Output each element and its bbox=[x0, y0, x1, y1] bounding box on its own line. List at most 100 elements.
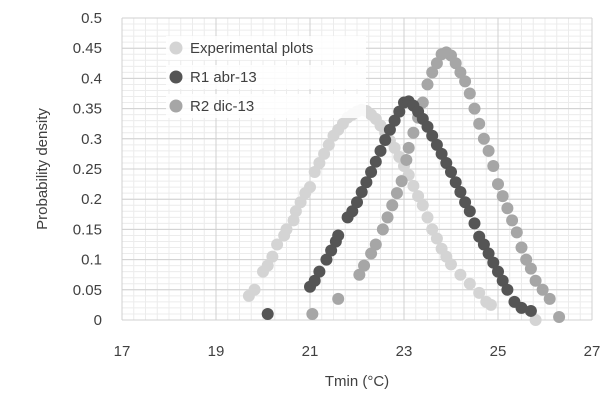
legend-marker bbox=[169, 41, 183, 55]
data-point bbox=[304, 181, 316, 194]
data-point bbox=[435, 147, 448, 160]
data-point bbox=[400, 153, 413, 166]
data-point bbox=[360, 176, 373, 189]
data-point bbox=[313, 156, 326, 169]
data-point bbox=[454, 268, 467, 281]
y-tick-label: 0.05 bbox=[73, 282, 102, 299]
data-point bbox=[416, 199, 429, 212]
legend-bg bbox=[166, 94, 366, 118]
data-point bbox=[543, 292, 556, 305]
data-point bbox=[320, 253, 333, 266]
x-tick-label: 21 bbox=[302, 343, 319, 360]
data-point bbox=[496, 274, 509, 287]
data-point bbox=[261, 259, 274, 272]
data-point bbox=[383, 123, 396, 136]
data-point bbox=[294, 196, 307, 209]
data-point bbox=[318, 147, 331, 160]
y-tick-label: 0 bbox=[94, 312, 102, 329]
data-point bbox=[322, 138, 335, 151]
y-tick-label: 0.45 bbox=[73, 40, 102, 57]
data-point bbox=[421, 78, 434, 91]
data-point bbox=[381, 211, 394, 224]
data-point bbox=[501, 283, 514, 296]
x-tick-label: 25 bbox=[490, 343, 507, 360]
data-point bbox=[454, 185, 467, 198]
data-point bbox=[369, 238, 382, 251]
data-point bbox=[332, 229, 345, 242]
data-point bbox=[515, 241, 528, 254]
data-point bbox=[477, 132, 490, 145]
data-point bbox=[388, 141, 401, 154]
data-point bbox=[501, 202, 514, 215]
series-2 bbox=[306, 46, 566, 323]
axes: 17 19 21 23 25 27 0 0.05 0.1 0.15 0.2 0.25 0.3 0.35 0.… bbox=[73, 10, 601, 360]
data-point bbox=[536, 283, 549, 296]
x-axis-title: Tmin (°C) bbox=[325, 373, 389, 390]
y-tick-label: 0.2 bbox=[81, 191, 102, 208]
data-point bbox=[454, 66, 467, 79]
y-tick-label: 0.5 bbox=[81, 10, 102, 27]
data-point bbox=[506, 214, 519, 227]
y-tick-label: 0.35 bbox=[73, 101, 102, 118]
data-point bbox=[306, 307, 319, 320]
data-point bbox=[308, 166, 321, 179]
legend-label: R1 abr-13 bbox=[190, 69, 257, 86]
y-tick-label: 0.4 bbox=[81, 70, 102, 87]
data-point bbox=[365, 247, 378, 260]
data-point bbox=[463, 205, 476, 218]
data-point bbox=[426, 129, 439, 142]
data-point bbox=[440, 156, 453, 169]
data-point bbox=[376, 223, 389, 236]
data-point bbox=[421, 120, 434, 133]
legend: Experimental plots R1 abr-13 R2 dic-13 bbox=[166, 36, 366, 118]
data-point bbox=[287, 214, 300, 227]
data-point bbox=[325, 244, 338, 257]
legend-bg bbox=[166, 65, 366, 89]
data-point bbox=[430, 232, 443, 245]
series-1 bbox=[261, 95, 537, 320]
legend-marker bbox=[169, 99, 183, 113]
data-point bbox=[463, 277, 476, 290]
data-points bbox=[242, 46, 566, 326]
data-point bbox=[445, 166, 457, 179]
data-point bbox=[388, 114, 401, 127]
data-point bbox=[421, 211, 434, 224]
data-point bbox=[482, 144, 495, 157]
data-point bbox=[529, 314, 542, 326]
y-tick-label: 0.15 bbox=[73, 221, 102, 238]
data-point bbox=[271, 238, 284, 251]
data-point bbox=[386, 199, 399, 212]
data-point bbox=[445, 258, 457, 271]
data-point bbox=[308, 274, 321, 287]
data-point bbox=[487, 159, 500, 172]
data-point bbox=[449, 176, 462, 189]
y-axis-title: Probability density bbox=[34, 108, 51, 230]
data-point bbox=[482, 247, 495, 260]
x-tick-label: 19 bbox=[208, 343, 225, 360]
data-point bbox=[529, 274, 542, 287]
data-point bbox=[487, 256, 500, 269]
data-point bbox=[426, 66, 439, 79]
x-tick-label: 17 bbox=[114, 343, 131, 360]
data-point bbox=[430, 57, 443, 70]
data-point bbox=[261, 307, 274, 320]
x-tick-label: 23 bbox=[396, 343, 413, 360]
data-point bbox=[369, 155, 382, 168]
data-point bbox=[374, 144, 387, 157]
data-point bbox=[477, 238, 490, 251]
data-point bbox=[524, 262, 537, 275]
data-point bbox=[459, 196, 472, 209]
data-point bbox=[379, 134, 392, 147]
data-point bbox=[346, 205, 359, 218]
data-point bbox=[473, 117, 486, 130]
y-tick-label: 0.25 bbox=[73, 161, 102, 178]
data-point bbox=[468, 102, 481, 115]
data-point bbox=[463, 87, 476, 100]
data-point bbox=[390, 187, 403, 200]
data-point bbox=[416, 96, 429, 109]
data-point bbox=[412, 190, 425, 203]
data-point bbox=[459, 75, 472, 88]
data-point bbox=[280, 223, 293, 236]
